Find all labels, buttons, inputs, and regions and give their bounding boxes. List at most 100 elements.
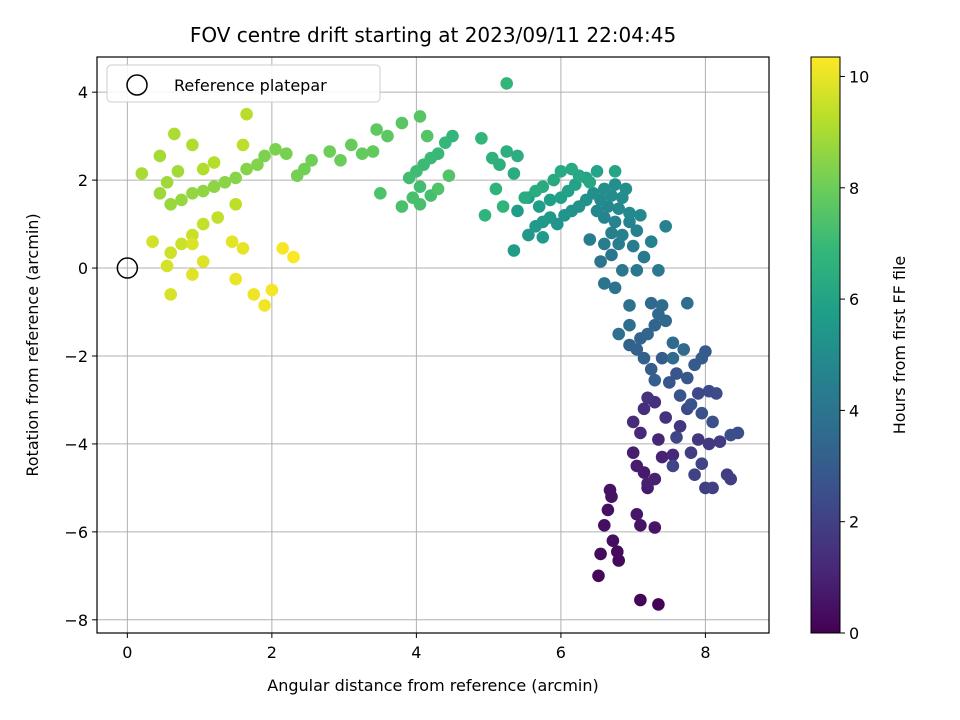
x-tick-label: 0 (122, 643, 132, 662)
data-point (135, 167, 149, 180)
data-point (265, 283, 279, 297)
data-point (616, 264, 629, 277)
data-point (196, 255, 210, 268)
data-point (634, 593, 647, 607)
data-point (583, 176, 597, 189)
data-point (305, 154, 318, 167)
data-point (164, 288, 177, 301)
data-point (402, 171, 416, 185)
data-point (594, 255, 607, 268)
data-point (366, 145, 380, 158)
reference-platepar-marker (116, 257, 139, 279)
colorbar-tick-label: 6 (849, 290, 859, 309)
data-point (240, 162, 253, 176)
data-point (612, 327, 625, 341)
data-point (186, 187, 199, 200)
data-point (603, 483, 617, 497)
data-point (258, 299, 271, 312)
data-point (655, 450, 669, 464)
data-point (706, 415, 719, 429)
data-point (630, 508, 644, 521)
data-point (196, 162, 210, 176)
data-point (171, 165, 185, 178)
data-point (637, 351, 651, 365)
data-point (601, 503, 615, 517)
data-point (673, 389, 687, 402)
data-point (489, 182, 503, 196)
data-point (608, 215, 622, 229)
data-point (630, 459, 644, 473)
data-point (688, 468, 701, 482)
data-point (547, 173, 560, 187)
data-point (160, 259, 174, 273)
data-point (598, 519, 611, 532)
data-point (511, 149, 524, 163)
data-point (637, 250, 651, 264)
data-point (666, 351, 680, 365)
plot-frame (96, 56, 770, 634)
data-point (518, 191, 532, 204)
data-point (659, 411, 672, 424)
data-point (236, 242, 250, 255)
data-point (334, 154, 347, 167)
data-point (355, 147, 369, 160)
data-point (695, 406, 709, 420)
scatter-points (135, 77, 745, 611)
legend: Reference platepar (106, 64, 381, 103)
data-point (684, 446, 698, 460)
data-point (565, 162, 578, 176)
data-point (648, 318, 662, 332)
data-point (478, 209, 492, 222)
data-point (713, 435, 727, 449)
data-point (431, 182, 445, 196)
legend-marker (126, 74, 148, 96)
data-point (608, 178, 622, 191)
x-tick-label: 2 (267, 643, 277, 662)
data-point (207, 180, 221, 193)
data-point (637, 402, 651, 416)
legend-box (106, 64, 381, 103)
data-point (532, 200, 546, 213)
data-point (634, 519, 647, 532)
y-axis: −8 −6 −4 −2 0 2 4 (64, 83, 97, 630)
data-point (616, 228, 629, 242)
data-point (623, 318, 636, 332)
data-point (695, 351, 709, 365)
data-point (666, 448, 680, 462)
y-tick-label: −6 (64, 523, 88, 542)
data-point (175, 193, 188, 207)
data-point (395, 200, 409, 213)
data-point (554, 165, 568, 178)
data-point (160, 176, 174, 189)
data-point (413, 110, 427, 123)
data-point (146, 235, 159, 248)
data-point (644, 296, 658, 310)
data-point (626, 239, 640, 253)
data-point (623, 299, 636, 312)
data-point (196, 217, 210, 231)
data-point (251, 158, 264, 171)
data-point (186, 228, 199, 242)
data-point (218, 176, 232, 189)
data-point (594, 547, 607, 561)
data-point (280, 147, 293, 160)
data-point (655, 351, 669, 365)
data-point (175, 237, 188, 251)
data-point (634, 426, 647, 440)
y-tick-label: −4 (64, 435, 88, 454)
colorbar-tick-label: 10 (849, 67, 869, 86)
data-point (196, 184, 210, 198)
data-point (543, 193, 557, 207)
data-point (598, 237, 611, 251)
data-point (507, 244, 521, 257)
data-point (710, 387, 723, 400)
data-point (652, 598, 665, 611)
data-point (677, 343, 690, 356)
data-point (670, 431, 683, 444)
colorbar-label: Hours from first FF file (890, 256, 909, 435)
data-point (153, 149, 167, 163)
data-point (623, 206, 636, 220)
data-point (611, 545, 624, 558)
data-point (507, 167, 521, 180)
data-point (186, 237, 199, 251)
